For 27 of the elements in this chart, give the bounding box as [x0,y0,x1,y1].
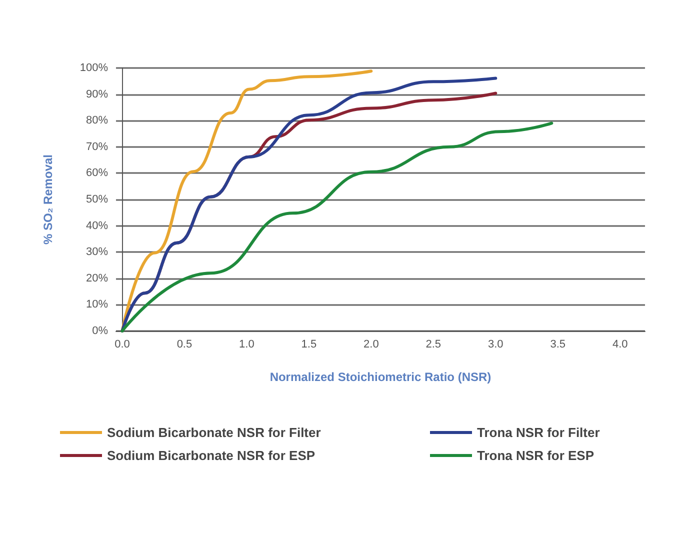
y-tick-label: 0% [92,325,108,337]
x-tick-label: 0.5 [176,338,192,350]
y-tick-label: 70% [86,140,108,153]
y-tick-label: 80% [86,114,108,127]
x-tick-label: 0.0 [114,338,130,350]
y-axis-title: % SO₂ Removal [41,154,55,245]
y-tick-label: 50% [86,194,108,206]
legend-label: Trona NSR for ESP [477,448,594,463]
x-tick-label: 1.0 [239,338,254,350]
y-tick-label: 100% [80,62,108,74]
y-tick-label: 90% [86,88,108,100]
y-tick-label: 10% [86,298,108,311]
y-tick-label: 20% [86,272,108,284]
y-tick-label: 40% [86,220,108,232]
x-tick-label: 2.0 [364,338,379,350]
x-axis-title: Normalized Stoichiometric Ratio (NSR) [270,370,492,384]
legend-label: Trona NSR for Filter [477,425,600,440]
x-tick-label: 3.5 [550,338,566,350]
x-tick-label: 4.0 [612,338,628,350]
line-series [120,122,554,332]
y-tick-label: 30% [86,246,108,258]
x-tick-label: 1.5 [301,338,317,350]
x-tick-label: 2.5 [426,338,442,350]
y-tick-label: 60% [86,167,108,180]
legend-label: Sodium Bicarbonate NSR for Filter [107,425,321,440]
x-tick-label: 3.0 [488,338,504,350]
legend-label: Sodium Bicarbonate NSR for ESP [107,448,316,463]
